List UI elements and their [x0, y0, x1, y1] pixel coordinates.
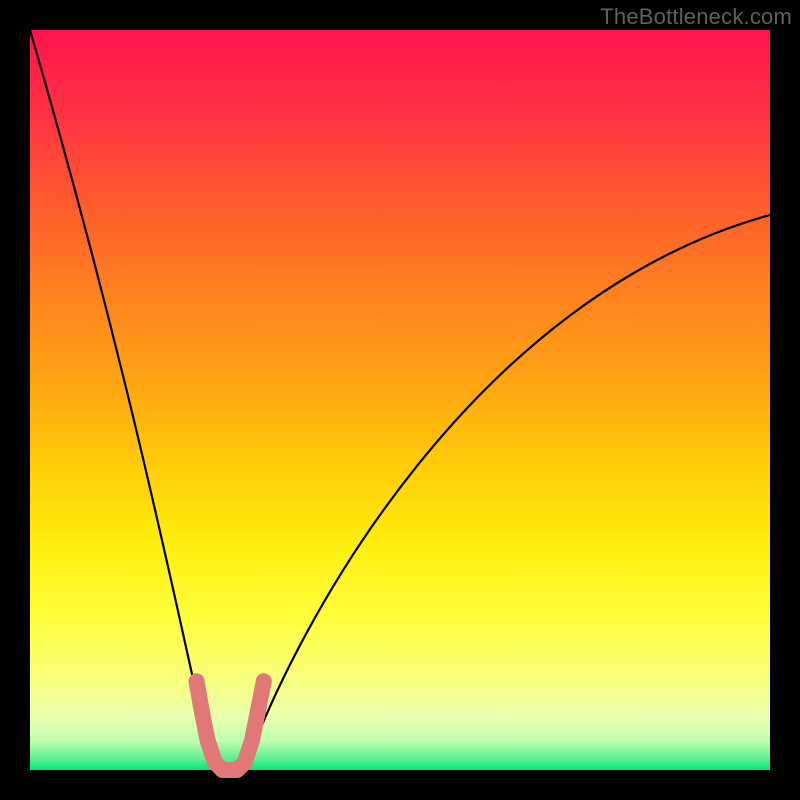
- bottleneck-chart: [0, 0, 800, 800]
- watermark-text: TheBottleneck.com: [600, 4, 792, 30]
- chart-stage: TheBottleneck.com: [0, 0, 800, 800]
- plot-area: [30, 30, 770, 770]
